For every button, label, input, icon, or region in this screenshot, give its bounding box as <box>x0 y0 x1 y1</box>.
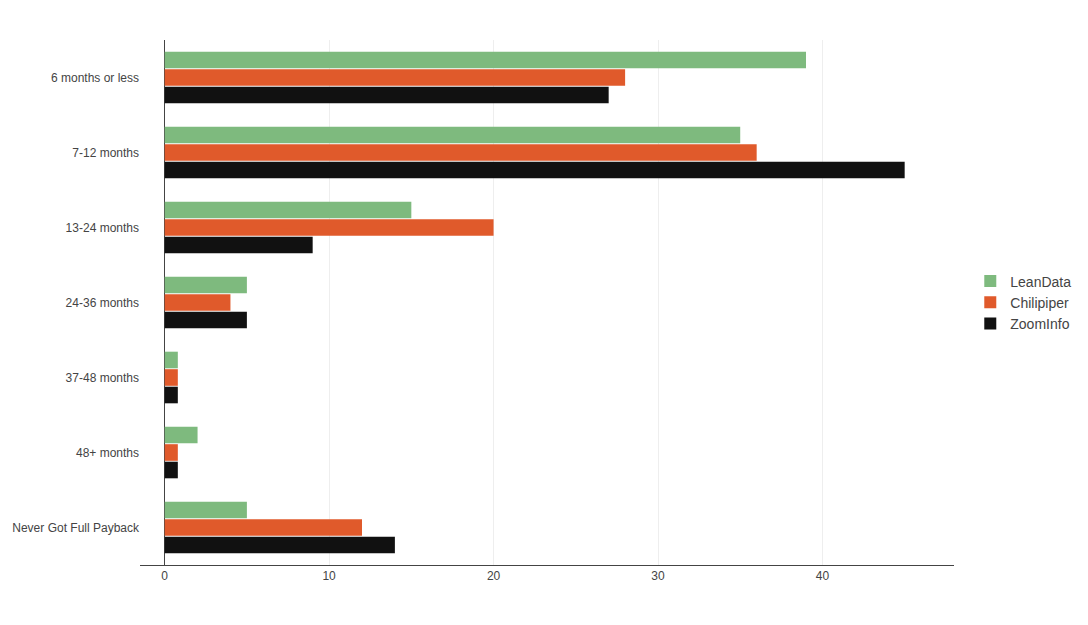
svg-text:Never Got Full Payback: Never Got Full Payback <box>12 521 140 535</box>
svg-text:24-36 months: 24-36 months <box>66 296 139 310</box>
svg-text:0: 0 <box>161 569 168 583</box>
svg-text:ZoomInfo: ZoomInfo <box>1010 316 1069 332</box>
svg-text:48+ months: 48+ months <box>76 446 139 460</box>
svg-text:40: 40 <box>816 569 830 583</box>
svg-text:7-12 months: 7-12 months <box>72 146 139 160</box>
svg-text:6 months or less: 6 months or less <box>51 71 139 85</box>
svg-text:10: 10 <box>322 569 336 583</box>
svg-text:30: 30 <box>651 569 665 583</box>
svg-text:13-24 months: 13-24 months <box>66 221 139 235</box>
svg-text:Chilipiper: Chilipiper <box>1010 295 1069 311</box>
svg-text:LeanData: LeanData <box>1010 274 1071 290</box>
svg-text:37-48 months: 37-48 months <box>66 371 139 385</box>
svg-text:20: 20 <box>487 569 501 583</box>
